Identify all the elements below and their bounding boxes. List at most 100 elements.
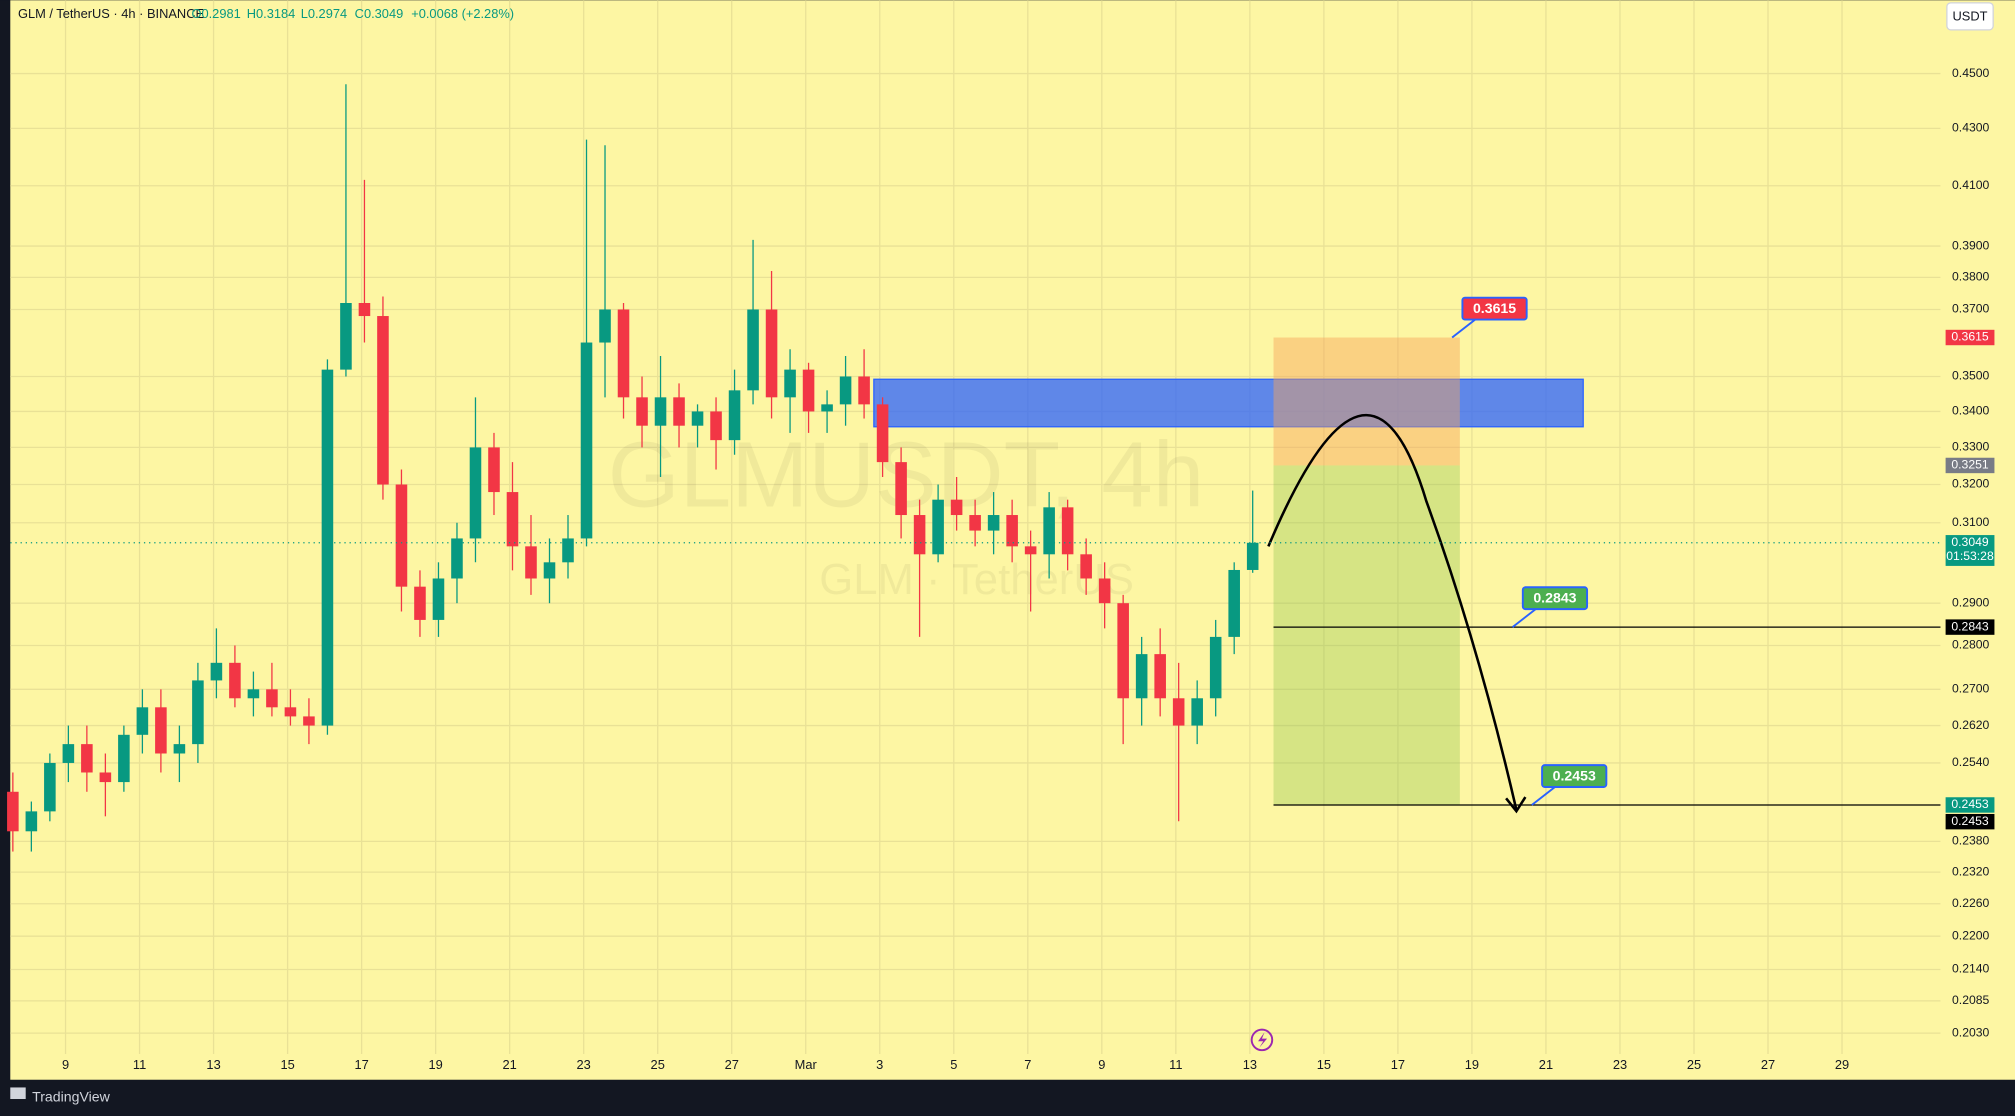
candle-body (1024, 546, 1037, 555)
candle-body (1098, 578, 1111, 604)
candle-body (1135, 654, 1148, 699)
candle-body (1080, 554, 1092, 579)
candle-body (987, 515, 1000, 531)
candle-body (895, 462, 907, 516)
y-tick-label: 0.3700 (1952, 302, 1989, 316)
candle-body (617, 309, 630, 398)
candle-body (691, 411, 704, 426)
price-label-box (1945, 329, 1995, 346)
price-label-box (1945, 619, 1995, 635)
x-tick-label: 19 (428, 1057, 442, 1072)
lightning-glyph (1258, 1032, 1268, 1048)
candle-body (913, 515, 926, 555)
y-tick-label: 0.2085 (1952, 993, 1989, 1007)
y-tick-label: 0.2800 (1952, 638, 1989, 652)
target-zone (1273, 465, 1460, 805)
candle-body (136, 707, 149, 735)
candle-body (599, 309, 611, 343)
candle-body (469, 447, 482, 539)
x-tick-label: 11 (133, 1057, 146, 1072)
candle-body (969, 515, 981, 531)
price-label-box (1945, 813, 1995, 830)
candle-body (99, 772, 112, 783)
currency-button[interactable] (1946, 2, 1994, 31)
x-tick-label: 7 (1024, 1057, 1031, 1072)
candle-body (950, 499, 963, 516)
candle-body (118, 734, 130, 783)
y-tick-label: 0.3300 (1952, 440, 1989, 454)
price-label: 0.3615 (1951, 330, 1988, 344)
projection-curve (1267, 414, 1518, 811)
price-label: 0.3251 (1951, 458, 1988, 472)
brand-logo (10, 1087, 26, 1100)
x-tick-label: 21 (503, 1057, 517, 1072)
y-tick-label: 0.2380 (1952, 834, 1989, 848)
candle-body (395, 484, 408, 587)
candle-body (543, 562, 556, 579)
y-tick-label: 0.4500 (1952, 66, 1989, 80)
price-countdown: 01:53:28 (1946, 549, 1994, 563)
callout-box (1541, 764, 1608, 788)
y-tick-label: 0.3400 (1952, 404, 1989, 418)
candle-body (1172, 698, 1185, 726)
candle-body (432, 578, 445, 620)
candle-body (747, 309, 759, 391)
price-label: 0.3049 (1951, 535, 1988, 549)
x-tick-label: 23 (577, 1057, 591, 1072)
candle-body (525, 546, 537, 579)
y-tick-label: 0.2620 (1952, 718, 1989, 732)
candle-body (636, 397, 648, 426)
x-tick-label: 3 (876, 1057, 883, 1072)
change-header: +0.0068 (+2.28%) (411, 6, 514, 21)
callout-label: 0.3615 (1473, 300, 1516, 316)
candle-body (25, 811, 38, 832)
candle-body (932, 499, 944, 555)
callout-pointer (1451, 318, 1476, 339)
x-tick-label: 17 (354, 1057, 368, 1072)
y-tick-label: 0.2700 (1952, 682, 1989, 696)
overlay: 0.4500 0.4300 0.4100 0.3900 0.3800 0.3700 0.35… (10, 66, 1995, 1072)
candle-body (562, 538, 574, 563)
candle-body (1006, 515, 1018, 547)
candle-body (377, 316, 389, 485)
candle-body (821, 404, 833, 412)
y-tick-label: 0.2200 (1952, 928, 1989, 942)
x-tick-label: 13 (206, 1057, 220, 1072)
drawings (873, 337, 1941, 806)
zone (873, 378, 1584, 428)
x-tick-label: 17 (1391, 1057, 1405, 1072)
candle-body (1191, 698, 1203, 726)
y-tick-label: 0.3100 (1952, 515, 1989, 529)
x-tick-label: 19 (1465, 1057, 1479, 1072)
x-tick-label: 27 (725, 1057, 739, 1072)
currency-label[interactable]: USDT (1953, 8, 1988, 23)
x-tick-label: 23 (1613, 1057, 1627, 1072)
x-tick-label: 21 (1539, 1057, 1553, 1072)
y-tick-label: 0.2320 (1952, 864, 1989, 878)
x-tick-label: 5 (950, 1057, 957, 1072)
x-tick-label: 15 (280, 1057, 294, 1072)
candle-body (1043, 507, 1055, 555)
candle-body (210, 662, 223, 681)
y-tick-label: 0.2260 (1952, 896, 1989, 910)
callout-pointer (1531, 786, 1556, 806)
price-label-box (1945, 535, 1995, 566)
lightning-icon[interactable] (1250, 1028, 1274, 1052)
price-label-box (1945, 797, 1995, 813)
candle-body (358, 303, 371, 317)
candle-body (1061, 507, 1074, 555)
candle-body (340, 303, 352, 370)
x-tick-label: 9 (62, 1057, 69, 1072)
x-tick-label: 13 (1243, 1057, 1257, 1072)
candle-body (673, 397, 685, 426)
y-tick-label: 0.3200 (1952, 477, 1989, 491)
candle-body (247, 689, 260, 699)
y-tick-label: 0.2030 (1952, 1025, 1989, 1039)
high-header: H0.3184 (247, 6, 296, 21)
y-tick-label: 0.4100 (1952, 178, 1989, 192)
candle-body (710, 411, 722, 441)
candle-body (62, 744, 75, 763)
candle-body (1246, 542, 1259, 570)
candle-body (266, 689, 278, 708)
